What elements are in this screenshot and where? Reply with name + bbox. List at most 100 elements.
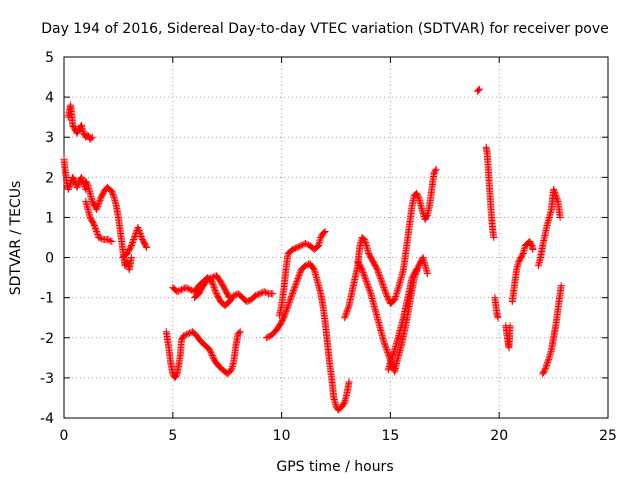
data-point	[384, 294, 392, 302]
data-point	[135, 226, 143, 234]
data-point	[78, 175, 86, 183]
data-point	[110, 192, 118, 200]
data-point	[390, 347, 398, 355]
data-point	[383, 347, 391, 355]
data-point	[279, 315, 287, 323]
y-tick-label: 5	[45, 50, 54, 66]
data-point	[127, 243, 135, 251]
data-point	[295, 272, 303, 280]
data-point	[236, 328, 244, 336]
data-point	[379, 281, 387, 289]
data-point	[95, 199, 103, 207]
data-point	[186, 286, 194, 294]
data-point	[93, 204, 101, 212]
series-track-o	[482, 143, 498, 241]
data-point	[384, 350, 392, 358]
data-point	[264, 333, 272, 341]
data-point	[87, 134, 95, 142]
data-point	[341, 312, 349, 320]
data-point	[518, 251, 526, 259]
data-point	[385, 295, 393, 303]
data-point	[320, 228, 328, 236]
data-point	[176, 286, 184, 294]
data-point	[373, 266, 381, 274]
data-point	[64, 185, 72, 193]
data-point	[172, 371, 180, 379]
data-point	[206, 346, 214, 354]
data-point	[184, 330, 192, 338]
data-point	[374, 269, 382, 277]
data-point	[553, 194, 561, 202]
data-point	[362, 278, 370, 286]
data-point	[209, 279, 217, 287]
data-point	[290, 245, 298, 253]
series-track-f	[162, 328, 244, 382]
data-point	[183, 330, 191, 338]
y-tick-label: 2	[45, 170, 54, 186]
y-tick-label: -1	[40, 291, 54, 307]
data-point	[302, 262, 310, 270]
series-track-e	[119, 223, 151, 262]
series-track-d	[82, 197, 116, 246]
data-point	[414, 192, 422, 200]
data-point	[138, 234, 146, 242]
data-point	[345, 303, 353, 311]
data-point	[382, 342, 390, 350]
data-point	[88, 133, 96, 141]
data-point	[135, 225, 143, 233]
y-tick-labels: -4 -3 -2 -1 0 1 2 3 4 5	[40, 50, 54, 427]
data-point	[383, 291, 391, 299]
data-point	[386, 358, 394, 366]
data-point	[294, 275, 302, 283]
data-point	[389, 350, 397, 358]
series-track-t	[539, 282, 565, 378]
data-point	[345, 378, 353, 386]
data-point	[362, 240, 370, 248]
x-tick-labels: 0 5 10 15 20 25	[60, 428, 617, 444]
data-point	[376, 273, 384, 281]
data-point	[127, 242, 135, 250]
data-point	[542, 363, 550, 371]
data-point	[291, 282, 299, 290]
y-tick-label: 1	[45, 210, 54, 226]
data-point	[291, 244, 299, 252]
data-point	[412, 267, 420, 275]
data-point	[130, 234, 138, 242]
data-point	[182, 284, 190, 292]
data-point	[282, 308, 290, 316]
data-point	[296, 269, 304, 277]
data-point	[541, 364, 549, 372]
data-point	[235, 329, 243, 337]
data-point	[143, 244, 151, 252]
data-point	[543, 360, 551, 368]
plot-frame	[63, 56, 609, 419]
data-point	[280, 312, 288, 320]
data-point	[287, 293, 295, 301]
data-point	[380, 339, 388, 347]
data-point	[209, 353, 217, 361]
data-point	[128, 240, 136, 248]
data-point	[557, 282, 565, 290]
data-point	[288, 291, 296, 299]
data-point	[361, 239, 369, 247]
data-point	[131, 232, 139, 240]
data-point	[390, 349, 398, 357]
data-point	[387, 355, 395, 363]
data-point	[129, 237, 137, 245]
data-point	[382, 344, 390, 352]
data-point	[342, 309, 350, 317]
data-point	[96, 196, 104, 204]
data-marks	[60, 85, 565, 414]
data-point	[93, 205, 101, 213]
data-point	[377, 276, 385, 284]
data-point	[475, 86, 483, 94]
y-tick-label: -4	[40, 411, 54, 427]
data-point	[365, 284, 373, 292]
data-point	[389, 352, 397, 360]
data-point	[65, 182, 73, 190]
x-tick-label: 25	[599, 428, 617, 444]
data-point	[106, 237, 114, 245]
data-point	[207, 349, 215, 357]
data-point	[431, 167, 439, 175]
x-tick-label: 5	[168, 428, 177, 444]
